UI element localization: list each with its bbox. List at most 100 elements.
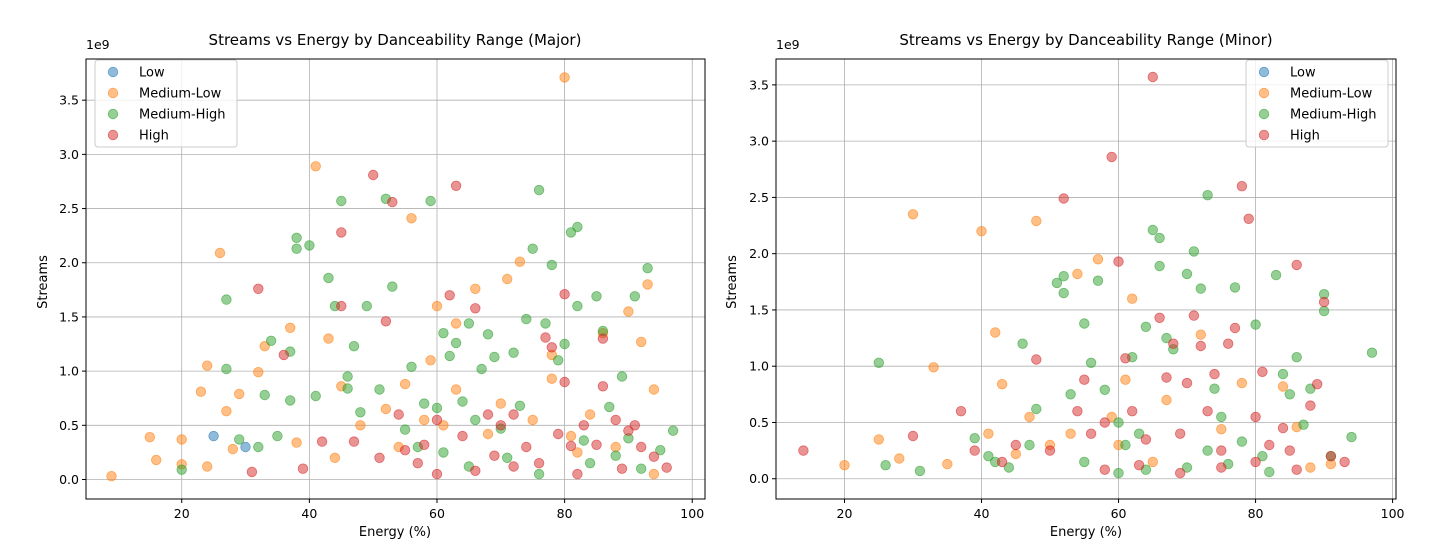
- y-tick-label: 3.0: [749, 134, 769, 149]
- data-point: [176, 434, 187, 445]
- data-point: [336, 195, 347, 207]
- data-point: [546, 342, 558, 353]
- legend-label: High: [139, 129, 169, 144]
- y-tick-label: 3.5: [59, 93, 79, 108]
- data-point: [1085, 357, 1097, 369]
- plot-area: 20 40 60 80 100 0.0 0.5 1.0 1.5 2.0 2.5 3.0 3.5 Low Me…: [59, 58, 706, 521]
- data-point: [253, 283, 264, 295]
- data-point: [648, 451, 660, 462]
- data-point: [508, 409, 519, 420]
- y-tick-label: 2.0: [749, 246, 769, 261]
- data-point: [1174, 467, 1186, 479]
- data-point: [1236, 377, 1248, 389]
- data-point: [291, 437, 302, 448]
- data-point: [1284, 445, 1296, 456]
- data-point: [476, 363, 487, 375]
- data-point: [342, 371, 353, 382]
- data-point: [470, 303, 481, 314]
- data-point: [399, 424, 411, 435]
- data-point: [406, 213, 417, 224]
- data-point: [873, 357, 885, 369]
- data-point: [907, 430, 919, 442]
- y-tick-label: 1.5: [59, 309, 79, 324]
- data-point: [221, 294, 232, 305]
- y-tick-label: 1.0: [59, 364, 79, 379]
- data-point: [457, 430, 468, 442]
- data-point: [1339, 456, 1350, 468]
- data-point: [444, 350, 455, 362]
- x-tick-label: 40: [974, 506, 990, 521]
- data-point: [1195, 340, 1207, 352]
- data-point: [572, 300, 583, 312]
- data-point: [1154, 312, 1165, 324]
- y-tick-label: 0.0: [59, 472, 79, 487]
- data-point: [873, 434, 885, 445]
- data-point: [246, 466, 258, 478]
- data-point: [272, 430, 283, 442]
- chart-major: Streams vs Energy by Danceability Range …: [36, 31, 706, 540]
- data-point: [914, 465, 926, 477]
- x-tick-label: 80: [557, 506, 573, 521]
- data-point: [1113, 467, 1124, 479]
- data-point: [1181, 377, 1193, 389]
- x-tick-label: 60: [429, 506, 445, 521]
- data-point: [1079, 318, 1090, 329]
- data-point: [1092, 275, 1104, 286]
- series-medium-high: [873, 189, 1378, 479]
- data-point: [1031, 215, 1042, 227]
- data-point: [431, 414, 443, 426]
- data-point: [278, 349, 290, 361]
- data-point: [527, 414, 538, 426]
- legend: Low Medium-Low Medium-High High: [1245, 59, 1389, 148]
- data-point: [553, 355, 564, 366]
- data-point: [419, 398, 430, 409]
- data-point: [565, 440, 577, 452]
- legend-label: Low: [139, 66, 165, 81]
- legend-marker: [107, 108, 119, 120]
- data-point: [348, 436, 360, 447]
- data-point: [1079, 374, 1090, 385]
- data-point: [1229, 282, 1241, 293]
- data-point: [310, 390, 321, 402]
- data-point: [1147, 456, 1159, 468]
- data-point: [431, 300, 443, 312]
- data-point: [942, 458, 953, 470]
- data-point: [1181, 462, 1193, 473]
- data-point: [1229, 322, 1241, 334]
- data-point: [546, 259, 558, 271]
- x-axis-label: Energy (%): [1050, 525, 1122, 540]
- data-point: [533, 184, 545, 196]
- data-point: [1250, 319, 1261, 330]
- data-point: [661, 462, 672, 473]
- data-point: [559, 289, 570, 300]
- data-point: [419, 439, 430, 451]
- data-point: [316, 436, 328, 447]
- data-point: [1147, 71, 1159, 83]
- series-medium-low: [839, 209, 1337, 473]
- data-point: [1291, 464, 1302, 475]
- data-point: [1003, 462, 1015, 473]
- data-point: [368, 169, 379, 181]
- data-point: [559, 338, 570, 350]
- data-point: [533, 468, 545, 480]
- data-point: [983, 451, 994, 462]
- data-point: [1058, 287, 1069, 299]
- data-point: [1079, 456, 1090, 468]
- data-point: [533, 458, 545, 469]
- data-point: [1031, 354, 1042, 365]
- data-point: [1168, 338, 1179, 349]
- data-point: [1092, 254, 1104, 265]
- y-tick-label: 2.0: [59, 255, 79, 270]
- y-tick-label: 2.5: [749, 190, 769, 205]
- data-point: [1318, 296, 1330, 308]
- data-point: [406, 361, 417, 373]
- data-point: [636, 441, 647, 453]
- data-point: [572, 468, 583, 480]
- data-point: [399, 378, 411, 390]
- data-point: [438, 328, 449, 339]
- data-point: [1305, 462, 1316, 473]
- data-point: [285, 395, 296, 406]
- data-point: [374, 452, 385, 464]
- legend: Low Medium-Low Medium-High High: [94, 59, 238, 148]
- data-point: [450, 337, 462, 349]
